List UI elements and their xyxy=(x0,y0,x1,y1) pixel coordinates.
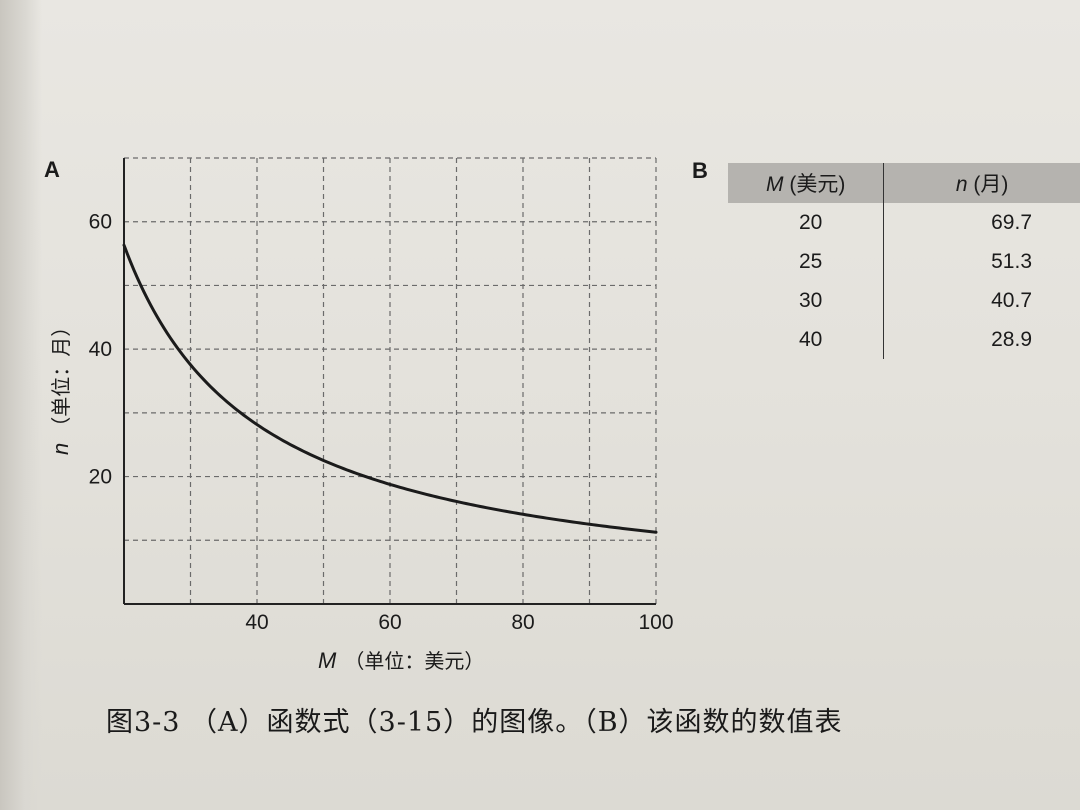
tick-labels: 40 60 80 100 20 40 60 xyxy=(89,211,674,634)
cell-m: 20 xyxy=(728,203,885,242)
table-row: 25 51.3 xyxy=(728,242,1080,281)
y-axis-title: n （单位：月） xyxy=(48,317,73,455)
header-n: n (月) xyxy=(883,163,1080,203)
axes xyxy=(123,158,656,605)
figure-caption: 图3-3 （A）函数式（3-15）的图像。（B）该函数的数值表 xyxy=(106,707,843,738)
table-header-row: M (美元) n (月) xyxy=(728,163,1080,203)
x-tick-label: 60 xyxy=(378,611,401,634)
cell-m: 30 xyxy=(728,281,885,320)
y-axis-var: n xyxy=(48,443,73,455)
x-axis-unit: （单位：美元） xyxy=(344,649,484,673)
x-tick-label: 80 xyxy=(511,611,534,634)
header-m: M (美元) xyxy=(728,163,885,203)
y-tick-label: 20 xyxy=(89,466,112,489)
table-row: 40 28.9 xyxy=(728,320,1080,359)
cell-n: 51.3 xyxy=(991,249,1032,273)
cell-n: 69.7 xyxy=(991,210,1032,234)
series-line xyxy=(122,243,658,534)
y-tick-label: 60 xyxy=(89,211,112,234)
x-axis-title: M （单位：美元） xyxy=(318,648,484,673)
header-m-var: M xyxy=(765,173,784,196)
table-row: 30 40.7 xyxy=(728,281,1080,320)
grid-lines xyxy=(124,157,657,604)
y-axis-unit: （单位：月） xyxy=(49,317,73,437)
header-n-unit: (月) xyxy=(973,173,1009,196)
x-tick-label: 100 xyxy=(638,611,673,634)
value-table: M (美元) n (月) 20 69.7 25 51.3 30 40.7 40 28.9 xyxy=(728,163,1080,359)
panel-b-label: B xyxy=(692,158,708,183)
header-m-unit: (美元) xyxy=(789,173,846,196)
x-tick-label: 40 xyxy=(245,611,268,634)
cell-m: 40 xyxy=(728,320,885,359)
table-row: 20 69.7 xyxy=(728,203,1080,242)
header-n-var: n xyxy=(955,173,968,196)
series xyxy=(122,243,658,534)
panel-a-label: A xyxy=(44,157,60,182)
cell-n: 28.9 xyxy=(991,327,1032,351)
cell-m: 25 xyxy=(728,242,885,281)
x-axis-var: M xyxy=(318,648,337,673)
cell-n: 40.7 xyxy=(991,288,1032,312)
page-edge-shadow xyxy=(0,0,42,810)
y-tick-label: 40 xyxy=(89,338,112,361)
